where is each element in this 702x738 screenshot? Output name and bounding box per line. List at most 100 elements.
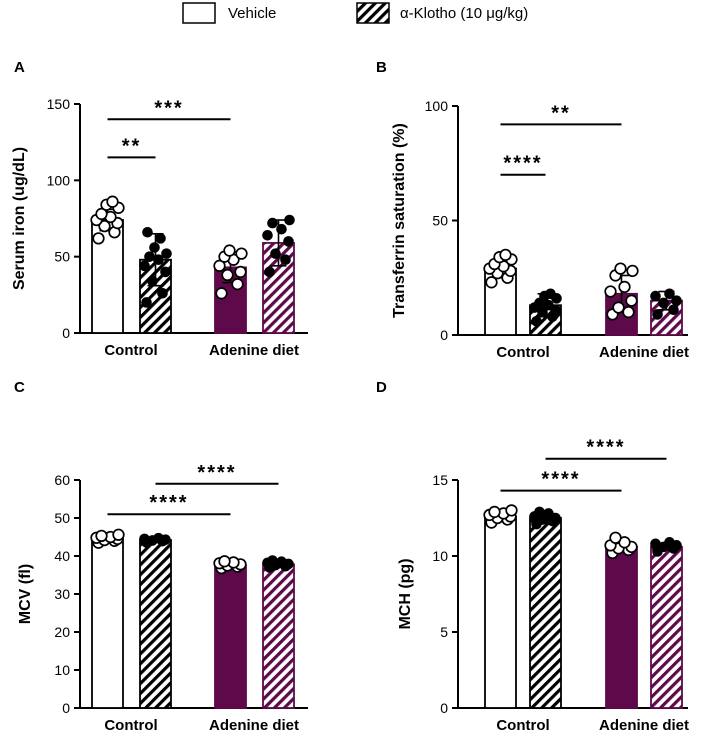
y-tick-label: 15 — [432, 472, 448, 488]
significance-stars: **** — [197, 462, 236, 484]
x-category-label: Control — [496, 344, 549, 361]
data-point — [658, 297, 669, 309]
significance-stars: **** — [586, 437, 625, 459]
data-point — [153, 254, 164, 266]
data-point — [668, 304, 679, 316]
data-point — [231, 277, 244, 291]
data-point — [488, 505, 501, 519]
data-point — [284, 214, 295, 226]
bar — [262, 563, 295, 709]
data-point — [671, 295, 682, 306]
x-category-label: Control — [496, 717, 549, 734]
data-point — [485, 276, 498, 289]
data-point — [267, 217, 278, 229]
bar — [139, 539, 172, 709]
data-point — [235, 247, 248, 260]
data-point — [139, 533, 150, 545]
data-point — [112, 528, 125, 541]
y-tick-label: 60 — [54, 472, 70, 488]
data-point — [147, 275, 158, 287]
data-point — [609, 531, 622, 544]
y-tick-label: 100 — [425, 98, 449, 114]
data-point — [612, 301, 625, 314]
data-point — [545, 288, 556, 300]
y-axis-label: MCH (pg) — [397, 558, 414, 629]
x-category-label: Adenine diet — [209, 717, 299, 734]
y-tick-label: 40 — [54, 548, 70, 564]
data-point — [160, 266, 171, 278]
data-point — [652, 309, 663, 320]
data-point — [280, 254, 291, 266]
data-point — [650, 290, 661, 302]
x-category-label: Control — [104, 342, 157, 359]
panel-c: C 0 10 20 30 40 50 60 MCV (fl) Control Adenine die… — [14, 379, 308, 734]
data-point — [95, 529, 108, 543]
y-tick-label: 0 — [62, 325, 70, 341]
data-point — [537, 306, 548, 318]
data-point — [142, 226, 153, 238]
y-tick-label: 20 — [54, 624, 70, 640]
data-point — [153, 532, 164, 544]
data-point — [270, 248, 281, 259]
x-category-label: Adenine diet — [209, 342, 299, 359]
bar — [529, 517, 562, 709]
panel-b: B 0 50 100 Transferrin saturation (%) Control… — [376, 59, 689, 361]
data-point — [161, 248, 172, 259]
significance-stars: *** — [154, 97, 183, 119]
y-axis-label: Serum iron (ug/dL) — [11, 147, 28, 290]
y-axis-label: Transferrin saturation (%) — [391, 123, 408, 318]
panel-letter: B — [376, 59, 387, 76]
panel-letter: C — [14, 379, 25, 396]
bar — [214, 564, 247, 709]
y-tick-label: 50 — [54, 249, 70, 265]
data-point — [534, 506, 545, 518]
data-point — [622, 305, 635, 319]
significance-stars: **** — [541, 469, 580, 491]
x-category-label: Adenine diet — [599, 344, 689, 361]
data-point — [531, 315, 542, 327]
data-point — [155, 233, 166, 244]
data-point — [626, 264, 639, 278]
panel-d: D 0 5 10 15 MCH (pg) Control Adenine diet **** **… — [376, 379, 689, 734]
y-tick-label: 0 — [62, 700, 70, 716]
data-point — [218, 555, 231, 568]
data-point — [543, 508, 554, 519]
legend: Vehicle α-Klotho (10 μg/kg) — [182, 2, 528, 24]
data-point — [505, 504, 518, 517]
data-point — [650, 538, 661, 550]
data-point — [262, 229, 273, 241]
legend-label-klotho: α-Klotho (10 μg/kg) — [400, 5, 528, 22]
legend-swatch-klotho — [356, 2, 390, 24]
data-point — [95, 207, 108, 221]
y-tick-label: 10 — [432, 548, 448, 564]
y-tick-label: 0 — [440, 700, 448, 716]
data-point — [144, 251, 155, 262]
y-tick-label: 0 — [440, 327, 448, 343]
data-point — [264, 266, 275, 278]
data-point — [276, 223, 287, 235]
data-point — [92, 232, 105, 245]
data-point — [213, 259, 226, 272]
panel-letter: A — [14, 59, 25, 76]
y-tick-label: 50 — [432, 213, 448, 229]
data-point — [98, 219, 111, 233]
data-point — [234, 265, 247, 279]
data-point — [604, 285, 617, 298]
y-tick-label: 100 — [47, 172, 71, 188]
x-category-label: Control — [104, 717, 157, 734]
bar — [650, 545, 683, 709]
legend-swatch-vehicle — [182, 2, 216, 24]
data-point — [543, 299, 554, 311]
data-point — [106, 195, 119, 208]
data-point — [139, 260, 150, 272]
data-point — [215, 287, 228, 300]
bar — [484, 515, 517, 709]
data-point — [283, 236, 294, 247]
panel-a: A 0 50 100 150 Serum iron (ug/dL) Control Adeni… — [11, 59, 308, 359]
data-point — [267, 555, 278, 566]
significance-stars: ** — [551, 102, 571, 124]
significance-stars: **** — [503, 153, 542, 175]
x-category-label: Adenine diet — [599, 717, 689, 734]
